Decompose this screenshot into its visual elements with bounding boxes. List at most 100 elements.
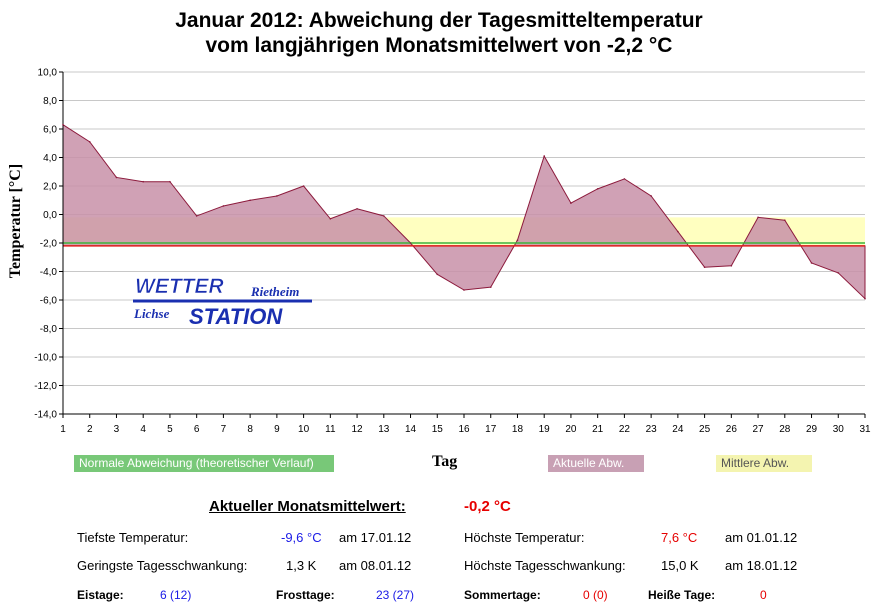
max-temp-date: am 01.01.12 [725, 530, 798, 545]
y-tick-label: 4,0 [43, 153, 57, 164]
data-point-day-22 [623, 178, 626, 180]
data-point-day-9 [276, 195, 278, 197]
data-point-day-5 [169, 180, 171, 183]
monthly-mean-value: -0,2 °C [464, 498, 511, 515]
monthly-mean-label: Aktueller Monatsmittelwert: [209, 498, 406, 515]
data-point-day-10 [302, 185, 305, 187]
chart-title-line2: vom langjährigen Monatsmittelwert von -2… [205, 34, 673, 57]
x-tick-label: 27 [753, 424, 765, 435]
ice-days-value: 6 (12) [160, 588, 192, 602]
x-tick-label: 11 [325, 424, 336, 435]
data-point-day-8 [249, 199, 251, 202]
min-range-value: 1,3 K [286, 558, 317, 573]
data-point-day-30 [837, 272, 840, 274]
x-tick-label: 21 [592, 424, 604, 435]
legend-mean: Mittlere Abw. [716, 455, 812, 472]
logo-text-wetter: WETTER [135, 275, 224, 298]
data-point-day-26 [730, 265, 733, 267]
x-tick-label: 3 [114, 424, 120, 435]
frost-days-value: 23 (27) [376, 588, 415, 602]
deviation-chart: 10,0 8,0 6,0 4,0 2,0 0,0 -2,0 -4,0 -6,0 -8,0 -10,0… [7, 68, 871, 436]
x-tick-labels: 1 2 3 4 5 6 7 8 9 10 11 12 13 14 15 16 17 18 19 20 21 22 23 24 2… [60, 424, 871, 435]
x-tick-label: 29 [806, 424, 818, 435]
data-point-day-14 [409, 242, 412, 244]
data-point-day-20 [570, 202, 572, 204]
min-range-date: am 08.01.12 [339, 558, 412, 573]
data-point-day-17 [489, 286, 492, 288]
x-tick-label: 14 [405, 424, 417, 435]
y-tick-label: -6,0 [40, 296, 58, 307]
x-tick-label: 24 [672, 424, 684, 435]
x-tick-label: 8 [247, 424, 253, 435]
axes [62, 72, 866, 418]
x-tick-label: 20 [565, 424, 577, 435]
x-tick-label: 18 [512, 424, 524, 435]
chart-title-line1: Januar 2012: Abweichung der Tagesmittelt… [175, 9, 703, 32]
min-temp-value: -9,6 °C [281, 530, 322, 545]
y-tick-label: -10,0 [34, 353, 57, 364]
x-tick-label: 4 [140, 424, 146, 435]
data-point-day-7 [222, 205, 225, 207]
y-tick-label: 10,0 [38, 68, 58, 79]
x-tick-label: 31 [859, 424, 871, 435]
data-point-day-15 [436, 273, 439, 276]
max-temp-label: Höchste Temperatur: [464, 530, 585, 545]
logo-text-rietheim: Rietheim [250, 284, 299, 299]
legend-actual: Aktuelle Abw. [548, 455, 644, 472]
data-point-day-12 [356, 208, 358, 210]
x-tick-label: 26 [726, 424, 738, 435]
x-tick-label: 13 [378, 424, 390, 435]
data-point-day-25 [703, 266, 706, 269]
y-tick-label: -14,0 [34, 410, 57, 421]
ice-days-label: Eistage: [77, 588, 124, 602]
y-tick-label: 2,0 [43, 182, 57, 193]
max-range-value: 15,0 K [661, 558, 699, 573]
data-point-day-29 [810, 262, 813, 264]
x-tick-label: 7 [221, 424, 227, 435]
min-range-label: Geringste Tagesschwankung: [77, 558, 248, 573]
x-tick-label: 23 [646, 424, 658, 435]
x-tick-label: 2 [87, 424, 93, 435]
x-tick-label: 15 [432, 424, 444, 435]
frost-days-label: Frosttage: [276, 588, 335, 602]
hot-days-value: 0 [760, 588, 767, 602]
min-temp-label: Tiefste Temperatur: [77, 530, 189, 545]
legend-normal: Normale Abweichung (theoretischer Verlau… [74, 455, 334, 472]
data-point-day-28 [784, 219, 786, 221]
data-point-day-3 [115, 176, 118, 179]
data-point-day-1 [62, 123, 64, 126]
summer-days-label: Sommertage: [464, 588, 541, 602]
data-point-day-21 [596, 188, 599, 190]
y-tick-label: 8,0 [43, 96, 57, 107]
y-axis-title: Temperatur [°C] [7, 164, 24, 278]
max-range-label: Höchste Tagesschwankung: [464, 558, 626, 573]
y-tick-labels: 10,0 8,0 6,0 4,0 2,0 0,0 -2,0 -4,0 -6,0 -8,0 -10,0… [34, 68, 57, 421]
station-logo: WETTER Rietheim Lichse STATION [133, 275, 312, 329]
y-tick-label: -2,0 [40, 239, 58, 250]
x-tick-label: 10 [298, 424, 310, 435]
x-tick-label: 30 [833, 424, 845, 435]
data-point-day-11 [329, 217, 332, 220]
x-tick-label: 9 [274, 424, 280, 435]
data-point-day-23 [650, 195, 652, 197]
x-tick-label: 1 [60, 424, 66, 435]
min-temp-date: am 17.01.12 [339, 530, 412, 545]
x-tick-label: 28 [779, 424, 791, 435]
x-tick-label: 22 [619, 424, 631, 435]
x-axis-title: Tag [432, 453, 458, 470]
y-tick-label: 6,0 [43, 125, 57, 136]
y-tick-label: -12,0 [34, 381, 57, 392]
y-tick-label: -8,0 [40, 324, 58, 335]
y-tick-label: -4,0 [40, 267, 58, 278]
data-point-day-4 [142, 180, 144, 183]
summer-days-value: 0 (0) [583, 588, 608, 602]
data-point-day-31 [864, 297, 866, 300]
x-tick-label: 6 [194, 424, 200, 435]
data-point-day-13 [383, 215, 385, 217]
x-tick-label: 25 [699, 424, 711, 435]
logo-text-station: STATION [189, 304, 283, 329]
data-point-day-18 [516, 239, 519, 241]
grid [59, 71, 865, 415]
data-point-day-6 [195, 215, 198, 217]
x-tick-label: 17 [485, 424, 497, 435]
